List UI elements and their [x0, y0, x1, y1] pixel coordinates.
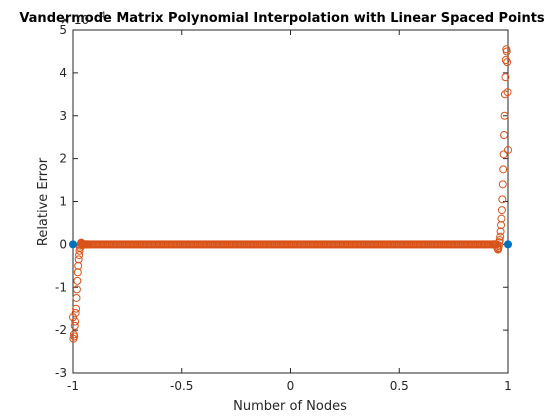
filled-data-point: [504, 240, 512, 249]
data-point: [84, 240, 93, 249]
data-point: [503, 88, 512, 97]
data-point: [72, 293, 81, 302]
data-point: [71, 317, 80, 326]
x-tick-label: 0.5: [390, 379, 409, 393]
data-point: [503, 58, 512, 67]
data-point: [70, 332, 79, 341]
data-point: [73, 268, 82, 277]
data-point: [72, 304, 81, 313]
data-point: [74, 255, 83, 264]
data-point: [494, 241, 503, 250]
data-point: [501, 73, 510, 82]
y-axis-label: Relative Error: [36, 157, 51, 246]
y-exponent-label: × 10: [60, 13, 89, 27]
data-point: [500, 90, 509, 99]
data-point: [73, 276, 82, 285]
y-tick-label: -3: [55, 366, 67, 380]
data-point: [497, 206, 506, 215]
y-tick-label: 1: [59, 195, 67, 209]
data-point: [500, 111, 509, 120]
chart-title: Vandermode Matrix Polynomial Interpolati…: [19, 11, 545, 26]
data-point: [502, 47, 511, 56]
x-tick-label: -0.5: [170, 379, 193, 393]
y-tick-label: 4: [59, 66, 67, 80]
x-axis-label: Number of Nodes: [233, 399, 347, 414]
y-tick-label: 0: [59, 237, 67, 251]
data-point: [74, 261, 83, 270]
data-point: [496, 232, 505, 241]
data-point: [69, 313, 77, 322]
data-point: [498, 180, 507, 189]
data-point: [70, 321, 79, 330]
markers-group: [69, 45, 512, 343]
data-point: [499, 150, 508, 159]
x-tick-label: -1: [67, 379, 79, 393]
y-tick-label: -2: [55, 323, 67, 337]
data-point: [495, 236, 504, 245]
data-point: [504, 146, 512, 155]
data-point: [497, 214, 506, 223]
y-tick-label: 5: [59, 23, 67, 37]
data-point: [499, 165, 508, 174]
y-tick-label: 2: [59, 152, 67, 166]
y-tick-label: 3: [59, 109, 67, 123]
data-point: [72, 285, 81, 294]
data-point: [501, 56, 510, 65]
data-point: [497, 221, 506, 230]
data-point: [498, 195, 507, 204]
x-tick-label: 0: [287, 379, 295, 393]
data-point: [496, 227, 505, 236]
data-point: [500, 131, 509, 140]
filled-data-point: [69, 240, 77, 249]
data-point: [71, 308, 80, 317]
y-tick-label: -1: [55, 280, 67, 294]
y-exponent-power: 4: [100, 11, 106, 21]
x-tick-label: 1: [504, 379, 512, 393]
